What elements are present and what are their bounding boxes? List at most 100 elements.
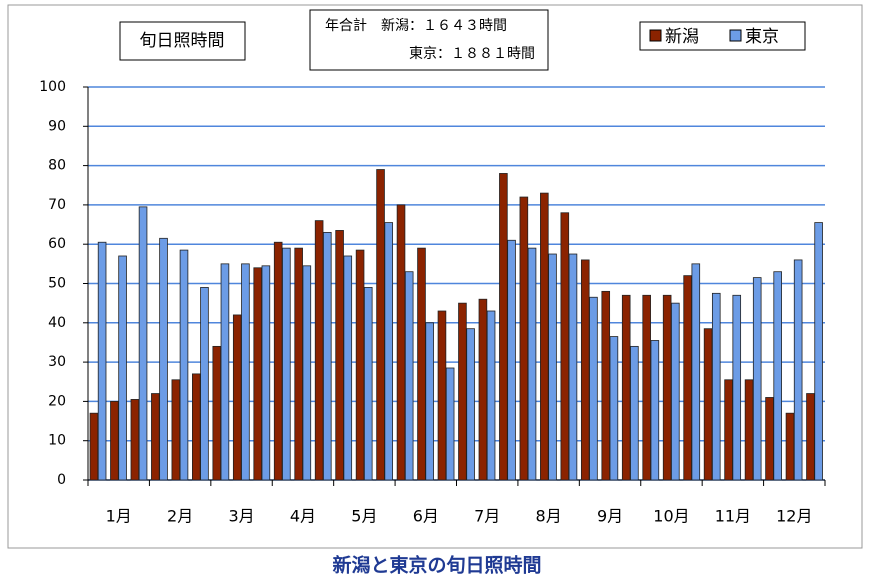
bar xyxy=(89,412,99,481)
bar xyxy=(302,265,312,481)
y-tick-label: 80 xyxy=(48,158,66,174)
x-tick-label: 6月 xyxy=(413,507,439,526)
bar xyxy=(744,379,754,481)
legend-label: 新潟 xyxy=(665,27,699,47)
y-tick-label: 50 xyxy=(48,276,66,292)
bar xyxy=(200,287,209,481)
bar xyxy=(404,271,414,481)
bar xyxy=(609,336,619,481)
annotation-box xyxy=(309,9,549,71)
bar xyxy=(294,247,303,481)
bar xyxy=(282,247,291,481)
bar xyxy=(580,259,590,481)
x-tick-label: 7月 xyxy=(474,507,500,526)
bar xyxy=(179,249,189,481)
bar xyxy=(192,373,201,481)
bar xyxy=(630,345,639,481)
bar xyxy=(560,212,570,481)
y-tick-label: 30 xyxy=(48,354,66,370)
bar xyxy=(519,196,529,481)
legend-swatch xyxy=(649,29,662,42)
x-tick-label: 12月 xyxy=(776,507,812,526)
bar xyxy=(486,310,496,481)
bar xyxy=(110,400,119,481)
bar xyxy=(765,397,774,481)
bar xyxy=(138,206,148,481)
y-tick-label: 100 xyxy=(39,79,66,95)
y-tick-label: 40 xyxy=(48,315,66,331)
y-tick-label: 90 xyxy=(48,118,66,134)
bar xyxy=(507,239,516,481)
legend-swatch xyxy=(729,29,742,42)
bar xyxy=(711,292,721,481)
bar xyxy=(662,294,672,481)
bar xyxy=(314,220,324,481)
bar xyxy=(445,367,455,481)
bar xyxy=(335,230,344,481)
annotation: 東京：１８８１時間 xyxy=(409,46,535,62)
bar xyxy=(540,192,549,481)
bar xyxy=(396,204,406,481)
bar xyxy=(220,263,230,481)
bar xyxy=(548,253,557,481)
bar xyxy=(703,328,713,481)
bar xyxy=(253,267,263,481)
x-tick-label: 3月 xyxy=(228,507,254,526)
bar xyxy=(568,253,578,481)
bar xyxy=(261,265,271,481)
bar xyxy=(806,393,815,481)
y-tick-label: 0 xyxy=(57,472,66,488)
bar xyxy=(363,287,373,481)
inner-title-box xyxy=(119,21,246,61)
bar xyxy=(437,310,447,481)
annotation: 年合計 新潟：１６４３時間 xyxy=(325,18,507,34)
bar xyxy=(151,393,160,481)
bar xyxy=(642,294,651,481)
x-tick-label: 5月 xyxy=(351,507,377,526)
bar xyxy=(499,173,508,481)
bar xyxy=(671,302,680,481)
inner-title: 旬日照時間 xyxy=(140,31,225,51)
bar xyxy=(97,241,107,481)
bar xyxy=(425,322,434,481)
bar xyxy=(171,379,181,481)
bar xyxy=(773,271,782,481)
bar xyxy=(589,296,598,481)
bar xyxy=(273,241,283,481)
bar xyxy=(752,277,762,481)
bar xyxy=(376,169,385,481)
bar xyxy=(232,314,242,481)
x-tick-label: 1月 xyxy=(106,507,132,526)
y-tick-label: 20 xyxy=(48,393,66,409)
bar xyxy=(732,294,742,481)
x-tick-label: 2月 xyxy=(167,507,193,526)
legend-box xyxy=(639,21,806,51)
bar xyxy=(691,263,701,481)
bar xyxy=(785,412,795,481)
bar xyxy=(212,345,222,481)
x-tick-label: 8月 xyxy=(536,507,562,526)
bar xyxy=(323,232,332,481)
bar xyxy=(814,222,823,481)
x-tick-label: 11月 xyxy=(715,507,751,526)
bar xyxy=(241,263,250,481)
bar xyxy=(621,294,631,481)
bar xyxy=(527,247,537,481)
bar xyxy=(343,255,353,481)
bar xyxy=(478,298,488,481)
bar xyxy=(724,379,733,481)
bar xyxy=(650,340,660,481)
x-tick-label: 9月 xyxy=(597,507,623,526)
bar xyxy=(683,275,692,481)
bar xyxy=(793,259,803,481)
chart-title: 新潟と東京の旬日照時間 xyxy=(332,554,541,577)
bar xyxy=(355,249,365,481)
bar xyxy=(601,290,611,481)
bar xyxy=(384,222,394,481)
bar xyxy=(458,302,467,481)
bar xyxy=(130,399,140,481)
x-tick-label: 10月 xyxy=(653,507,689,526)
y-tick-label: 60 xyxy=(48,236,66,252)
